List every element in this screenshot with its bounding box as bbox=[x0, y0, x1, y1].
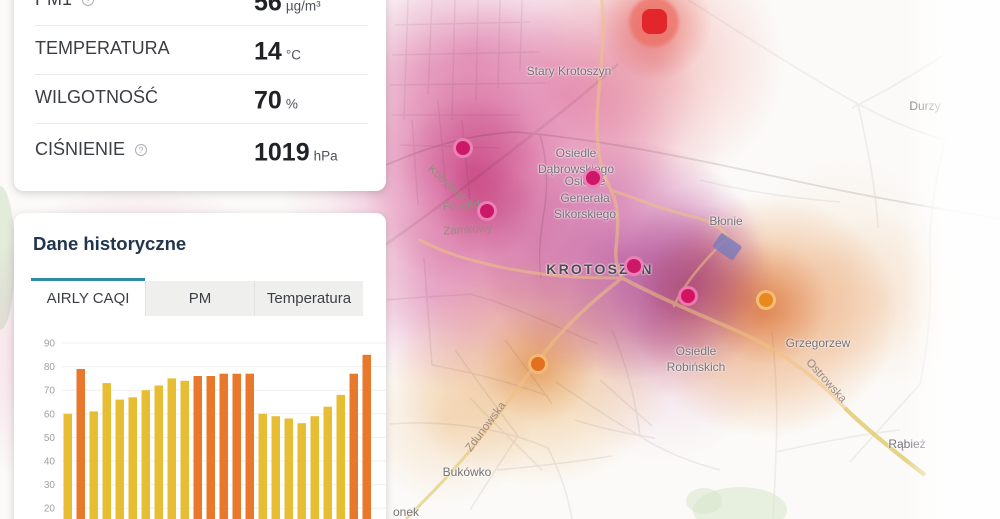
svg-text:40: 40 bbox=[44, 457, 56, 468]
svg-text:50: 50 bbox=[44, 433, 56, 444]
svg-text:20: 20 bbox=[44, 504, 56, 515]
svg-text:90: 90 bbox=[44, 339, 56, 350]
svg-text:80: 80 bbox=[44, 362, 56, 373]
svg-text:30: 30 bbox=[44, 480, 56, 491]
svg-text:60: 60 bbox=[44, 409, 56, 420]
svg-text:70: 70 bbox=[44, 386, 56, 397]
